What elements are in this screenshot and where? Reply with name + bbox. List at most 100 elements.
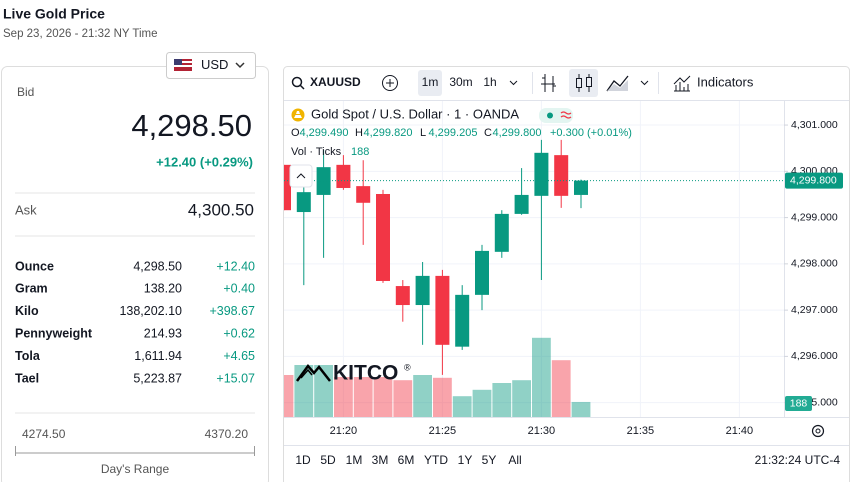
unit-change: +0.40 <box>223 282 255 296</box>
chart-type-active-bg <box>569 69 598 97</box>
volume-bar <box>373 377 393 417</box>
range-caption: Day's Range <box>101 462 170 476</box>
range-button[interactable]: 5Y <box>482 453 497 467</box>
volume-bar <box>413 375 432 417</box>
candle-body <box>455 294 470 347</box>
flag-stripe <box>174 61 192 63</box>
flag-canton <box>174 59 182 65</box>
interval-button[interactable]: 30m <box>449 75 472 89</box>
collapse-legend-button[interactable] <box>289 164 313 188</box>
candle-body <box>395 286 410 306</box>
ohlc-key: C <box>484 127 492 139</box>
unit-price: 138,202.10 <box>119 304 182 318</box>
plus-icon <box>386 79 394 87</box>
settings-icon-center <box>815 428 821 434</box>
range-button[interactable]: 5D <box>320 453 336 467</box>
ohlc-key: L <box>420 127 426 139</box>
logo-text: KITCO <box>333 362 398 385</box>
symbol[interactable]: XAUUSD <box>310 75 361 89</box>
gold-bars-icon <box>294 111 302 118</box>
ohlc-key: O <box>291 127 300 139</box>
candle-body <box>336 164 351 188</box>
range-buttons: 1D 5D 1M 3M 6M YTD 1Y 5Y All <box>295 453 521 467</box>
candle-body <box>554 155 569 196</box>
indicators-icon[interactable] <box>673 75 691 92</box>
range-button[interactable]: 3M <box>372 453 389 467</box>
last-price-label: 4,299.800 <box>790 174 837 186</box>
x-tick-label: 21:25 <box>429 425 457 437</box>
x-tick-label: 21:30 <box>528 425 556 437</box>
unit-name: Tola <box>15 349 41 363</box>
unit-change: +0.62 <box>223 326 255 340</box>
settings-button[interactable] <box>811 424 825 438</box>
units-table: Ounce 4,298.50 +12.40 Gram 138.20 +0.40 Kilo 13… <box>15 259 255 385</box>
settings-icon[interactable] <box>811 424 825 438</box>
interval-dropdown[interactable] <box>509 80 518 86</box>
unit-price: 1,611.94 <box>134 349 182 363</box>
indicators-button[interactable]: Indicators <box>697 74 754 89</box>
last-volume-label: 188 <box>790 397 808 409</box>
add-symbol-button[interactable] <box>382 75 398 91</box>
range-button[interactable]: YTD <box>424 453 448 467</box>
toolbar: XAUUSD 1m 30m 1h Indicators <box>291 69 754 97</box>
volume-bar <box>532 337 551 417</box>
bid-price: 4,298.50 <box>131 108 252 143</box>
volume-bar <box>452 396 472 417</box>
range-button[interactable]: 1M <box>346 453 363 467</box>
volume-title: Vol · Ticks <box>291 146 342 158</box>
candle-body <box>296 192 311 213</box>
unit-name: Gram <box>15 282 48 296</box>
candle-icon-body <box>576 78 582 88</box>
range-button[interactable]: 1Y <box>458 453 473 467</box>
logo-mountain-inner <box>300 368 313 379</box>
unit-change: +15.07 <box>216 371 255 385</box>
delay-icon <box>560 111 572 119</box>
y-tick-label: 4,301.000 <box>791 119 838 131</box>
currency-button[interactable]: USD <box>166 52 256 79</box>
range-button[interactable]: All <box>508 453 521 467</box>
unit-name: Kilo <box>15 304 39 318</box>
candle-body <box>415 275 430 306</box>
candle-body <box>356 186 371 203</box>
search-icon[interactable] <box>291 76 303 88</box>
ohlc-key: H <box>355 127 363 139</box>
bar-replay-icon[interactable] <box>541 74 556 92</box>
interval-button[interactable]: 1h <box>483 75 496 89</box>
logo-mountain <box>295 363 331 382</box>
x-tick-label: 21:35 <box>627 425 655 437</box>
range-button[interactable]: 6M <box>398 453 415 467</box>
volume-bar <box>334 377 353 417</box>
ohlc-value: 4,299.205 <box>429 127 478 139</box>
y-tick-label: 4,297.000 <box>791 304 838 316</box>
unit-price: 4,298.50 <box>133 259 182 273</box>
range-button[interactable]: 1D <box>295 453 311 467</box>
candle-body <box>435 275 450 345</box>
candle-body <box>376 193 390 281</box>
unit-name: Pennyweight <box>15 326 93 340</box>
volume-bar <box>492 383 512 417</box>
candle-body <box>534 152 549 196</box>
last-volume-box <box>785 396 812 411</box>
ohlc-value: 4,299.490 <box>300 127 349 139</box>
last-price-box <box>785 172 843 189</box>
line-chart-icon[interactable] <box>606 75 629 92</box>
ask-price: 4,300.50 <box>188 200 254 219</box>
clock: 21:32:24 UTC-4 <box>755 453 841 467</box>
grid <box>284 101 784 417</box>
collapse-icon <box>296 173 306 179</box>
chart-title: Gold Spot / U.S. Dollar · 1 · OANDA <box>311 106 519 121</box>
page-title: Live Gold Price <box>3 6 105 22</box>
currency-label[interactable]: USD <box>201 57 228 72</box>
candle-body <box>475 250 489 295</box>
volume-bar <box>353 377 373 417</box>
interval-button[interactable]: 1m <box>422 75 439 89</box>
volume-bar <box>284 375 294 417</box>
candle-body <box>494 213 509 252</box>
volume-bar <box>472 389 492 417</box>
logo-registered: ® <box>404 362 411 372</box>
quote-card <box>1 66 269 482</box>
chart-type-dropdown[interactable] <box>640 80 649 86</box>
range-high: 4370.20 <box>205 427 249 441</box>
chevron-icon <box>235 62 245 69</box>
unit-name: Ounce <box>15 259 54 273</box>
